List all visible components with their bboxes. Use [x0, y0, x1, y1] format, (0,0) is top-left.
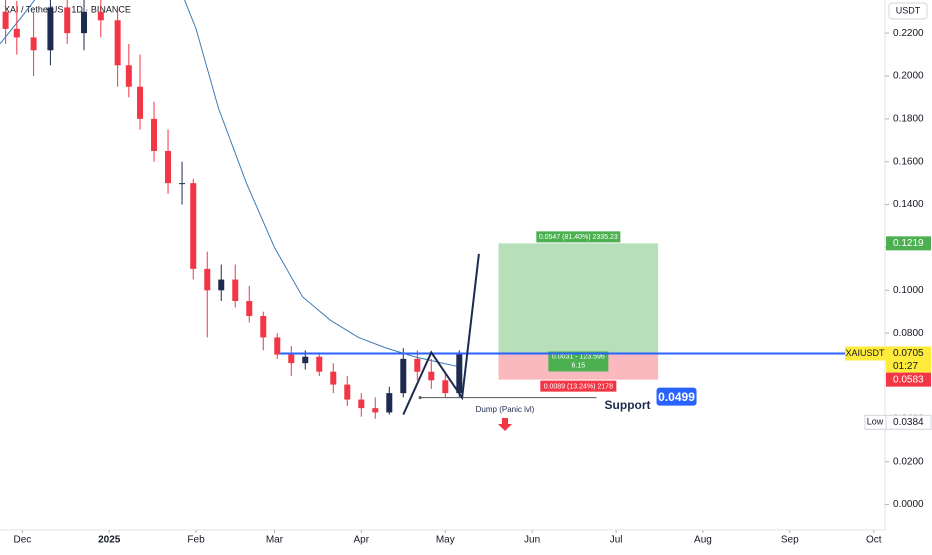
axes: 0.00000.02000.04000.06000.08000.10000.12…	[14, 28, 932, 546]
candle-body	[125, 65, 132, 87]
candle-body	[442, 380, 449, 394]
low-label: Low	[867, 417, 884, 427]
candle-body	[316, 356, 323, 372]
candle-body	[190, 183, 197, 269]
price-tag-bg	[886, 346, 931, 361]
label-bg	[536, 231, 621, 243]
stop-label: 0.0089 (13.24%) 2178	[544, 383, 613, 390]
dump-label: Dump (Panic lvl)	[476, 405, 535, 414]
x-tick-label: Apr	[354, 535, 370, 546]
candle-body	[232, 279, 239, 301]
candle-body	[344, 384, 351, 400]
target-zone	[498, 243, 659, 354]
x-tick-label: Mar	[266, 535, 284, 546]
y-tick-label: 0.1800	[893, 113, 924, 124]
price-tag: 0.0705	[893, 348, 924, 359]
candle-body	[13, 28, 20, 38]
y-tick-label: 0.1600	[893, 156, 924, 167]
y-tick-label: 0.1000	[893, 285, 924, 296]
support-tag-bg	[656, 387, 697, 406]
x-tick-label: Aug	[694, 535, 712, 546]
price-tag: 0.1219	[893, 238, 924, 249]
candle-body	[386, 393, 393, 413]
y-tick-label: 0.0200	[893, 456, 924, 467]
x-tick-label: Dec	[14, 535, 32, 546]
x-tick-label: Sep	[781, 535, 799, 546]
support-tag: 0.0499	[658, 390, 695, 404]
candle-body	[2, 11, 9, 29]
price-tag: 0.0583	[893, 374, 924, 385]
candle-body	[288, 354, 295, 364]
price-tag-bg	[886, 236, 931, 251]
price-tag-bg	[886, 372, 931, 387]
x-tick-label: Jun	[524, 535, 540, 546]
y-tick-label: 0.2200	[893, 28, 924, 39]
candle-body	[358, 399, 365, 409]
symbol-bg	[845, 346, 886, 361]
candle-body	[47, 7, 54, 51]
y-tick-label: 0.0000	[893, 499, 924, 510]
x-tick-label: Feb	[187, 535, 205, 546]
target-label: 0.0547 (81.40%) 2335.23	[539, 234, 618, 241]
symbol: XAIUSDT	[845, 348, 885, 358]
candle-body	[400, 358, 407, 394]
x-tick-label: May	[436, 535, 455, 546]
candle-body	[97, 11, 104, 21]
x-tick-label: Jul	[610, 535, 623, 546]
dump-arrow	[498, 418, 512, 431]
support-label: Support	[605, 398, 651, 412]
candle-body	[302, 356, 309, 364]
price-tag: 0.0384	[893, 417, 924, 428]
entry-label: 6.15	[572, 362, 586, 369]
support-dot	[418, 396, 422, 400]
candle-body	[179, 183, 186, 185]
candle-body	[64, 7, 71, 34]
x-tick-label: Oct	[866, 535, 882, 546]
candle-body	[114, 20, 121, 66]
y-tick-label: 0.2000	[893, 71, 924, 82]
countdown: 01:27	[893, 361, 918, 372]
candle-body	[137, 86, 144, 119]
candle-body	[81, 11, 88, 34]
candle-body	[165, 151, 172, 184]
label-bg	[540, 380, 617, 392]
y-tick-label: 0.1400	[893, 199, 924, 210]
x-tick-label: 2025	[98, 535, 121, 546]
candle-body	[30, 37, 37, 51]
candle-body	[456, 353, 463, 394]
candle-body	[274, 337, 281, 355]
y-tick-label: 0.0800	[893, 328, 924, 339]
candle-body	[330, 371, 337, 385]
plot: 0.0547 (81.40%) 2335.23 0.0031 - 123.596 6…	[0, 0, 885, 431]
candle-body	[260, 316, 267, 338]
zigzag	[402, 253, 480, 415]
candle-body	[372, 408, 379, 413]
currency: USDT	[896, 5, 921, 15]
candle-body	[204, 268, 211, 291]
label-bg	[548, 351, 609, 372]
countdown-bg	[886, 360, 931, 373]
candle-body	[428, 371, 435, 381]
candle-body	[246, 301, 253, 316]
entry-label: 0.0031 - 123.596	[552, 353, 605, 360]
currency-box[interactable]	[888, 2, 928, 20]
candle-body	[414, 358, 421, 372]
low-bg	[864, 414, 887, 430]
candle-body	[151, 118, 158, 151]
candle-body	[218, 279, 225, 291]
